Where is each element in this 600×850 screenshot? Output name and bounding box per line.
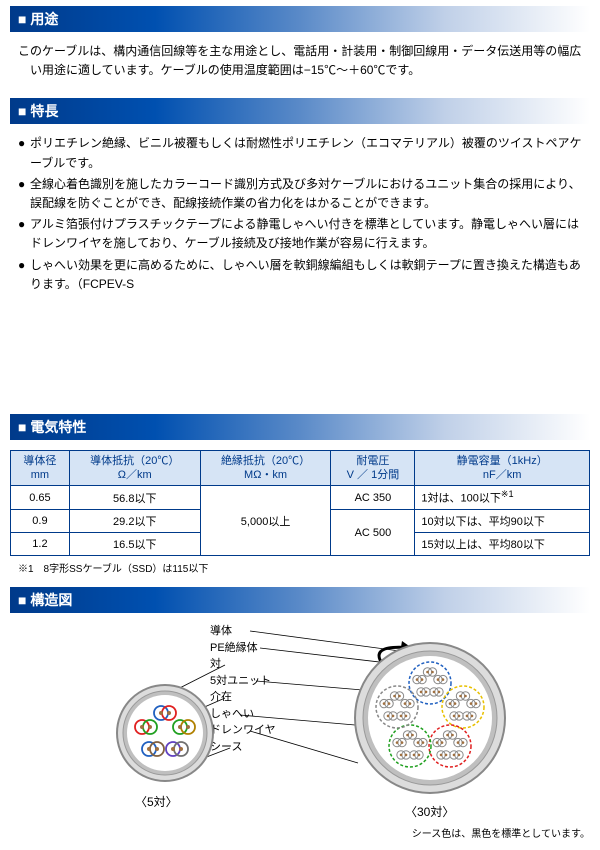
th-diameter: 導体径mm xyxy=(11,450,70,486)
td: AC 350 xyxy=(331,486,415,510)
elec-footnote: ※1 8字形SSケーブル（SSD）は115以下 xyxy=(18,560,590,575)
label-pair: 対 xyxy=(210,656,276,673)
section-header-features: ■ 特長 xyxy=(10,98,590,124)
caption-5pair: 〈5対〉 xyxy=(135,793,178,810)
td: 1.2 xyxy=(11,533,70,556)
sheath-note: シース色は、黒色を標準としています。 xyxy=(10,825,590,840)
td: 16.5以下 xyxy=(69,533,200,556)
label-pe: PE絶縁体 xyxy=(210,640,276,657)
feature-item: アルミ箔張付けプラスチックテープによる静電しゃへい付きを標準としています。静電し… xyxy=(18,215,582,253)
label-conductor: 導体 xyxy=(210,623,276,640)
td: 1対は、100以下※1 xyxy=(415,486,590,510)
th-resist: 導体抵抗（20℃）Ω／km xyxy=(69,450,200,486)
section-header-elec: ■ 電気特性 xyxy=(10,414,590,440)
td: 29.2以下 xyxy=(69,510,200,533)
leader-lines xyxy=(10,623,600,823)
td: 10対以下は、平均90以下 xyxy=(415,510,590,533)
usage-para: このケーブルは、構内通信回線等を主な用途とし、電話用・計装用・制御回線用・データ… xyxy=(18,42,582,80)
diagram-area: 導体 PE絶縁体 対 5対ユニット 介在 しゃへい ドレンワイヤ シース 〈5対… xyxy=(10,623,590,823)
td: 15対以上は、平均80以下 xyxy=(415,533,590,556)
td: 5,000以上 xyxy=(200,486,331,556)
td: 0.9 xyxy=(11,510,70,533)
td: 0.65 xyxy=(11,486,70,510)
feature-item: しゃへい効果を更に高めるために、しゃへい層を軟銅線編組もしくは軟銅テープに置き換… xyxy=(18,256,582,294)
spec-table: 導体径mm 導体抵抗（20℃）Ω／km 絶縁抵抗（20℃）MΩ・km 耐電圧V … xyxy=(10,450,590,556)
five-pair-diagram xyxy=(110,678,220,788)
td: AC 500 xyxy=(331,510,415,556)
td: 56.8以下 xyxy=(69,486,200,510)
th-insul: 絶縁抵抗（20℃）MΩ・km xyxy=(200,450,331,486)
section-header-structure: ■ 構造図 xyxy=(10,587,590,613)
usage-content: このケーブルは、構内通信回線等を主な用途とし、電話用・計装用・制御回線用・データ… xyxy=(10,42,590,98)
th-withstand: 耐電圧V ／ 1分間 xyxy=(331,450,415,486)
th-capac: 静電容量（1kHz）nF／km xyxy=(415,450,590,486)
features-content: ポリエチレン絶縁、ビニル被覆もしくは耐燃性ポリエチレン（エコマテリアル）被覆のツ… xyxy=(10,134,590,314)
section-header-usage: ■ 用途 xyxy=(10,6,590,32)
spacer xyxy=(10,314,590,414)
feature-item: 全線心着色識別を施したカラーコード識別方式及び多対ケーブルにおけるユニット集合の… xyxy=(18,175,582,213)
feature-item: ポリエチレン絶縁、ビニル被覆もしくは耐燃性ポリエチレン（エコマテリアル）被覆のツ… xyxy=(18,134,582,172)
caption-30pair: 〈30対〉 xyxy=(405,803,454,820)
thirty-pair-diagram xyxy=(350,638,510,798)
